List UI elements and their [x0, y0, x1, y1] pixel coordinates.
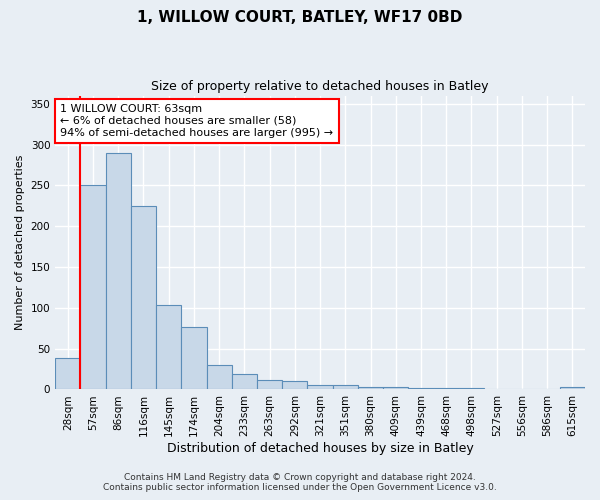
Bar: [106, 152, 131, 390]
Bar: [181, 328, 206, 390]
Text: 1, WILLOW COURT, BATLEY, WF17 0BD: 1, WILLOW COURT, BATLEY, WF17 0BD: [137, 10, 463, 25]
Title: Size of property relative to detached houses in Batley: Size of property relative to detached ho…: [151, 80, 489, 93]
Bar: [560, 387, 585, 390]
Bar: [131, 206, 156, 390]
Bar: [282, 382, 307, 390]
Bar: [55, 358, 80, 390]
Bar: [409, 388, 434, 390]
Bar: [232, 374, 257, 390]
Bar: [307, 386, 332, 390]
Bar: [383, 387, 409, 390]
Bar: [257, 380, 282, 390]
Bar: [332, 386, 358, 390]
Bar: [434, 388, 459, 390]
Bar: [206, 365, 232, 390]
X-axis label: Distribution of detached houses by size in Batley: Distribution of detached houses by size …: [167, 442, 473, 455]
Bar: [459, 388, 484, 390]
Text: 1 WILLOW COURT: 63sqm
← 6% of detached houses are smaller (58)
94% of semi-detac: 1 WILLOW COURT: 63sqm ← 6% of detached h…: [61, 104, 334, 138]
Bar: [156, 306, 181, 390]
Bar: [80, 186, 106, 390]
Bar: [358, 387, 383, 390]
Text: Contains HM Land Registry data © Crown copyright and database right 2024.
Contai: Contains HM Land Registry data © Crown c…: [103, 473, 497, 492]
Y-axis label: Number of detached properties: Number of detached properties: [15, 155, 25, 330]
